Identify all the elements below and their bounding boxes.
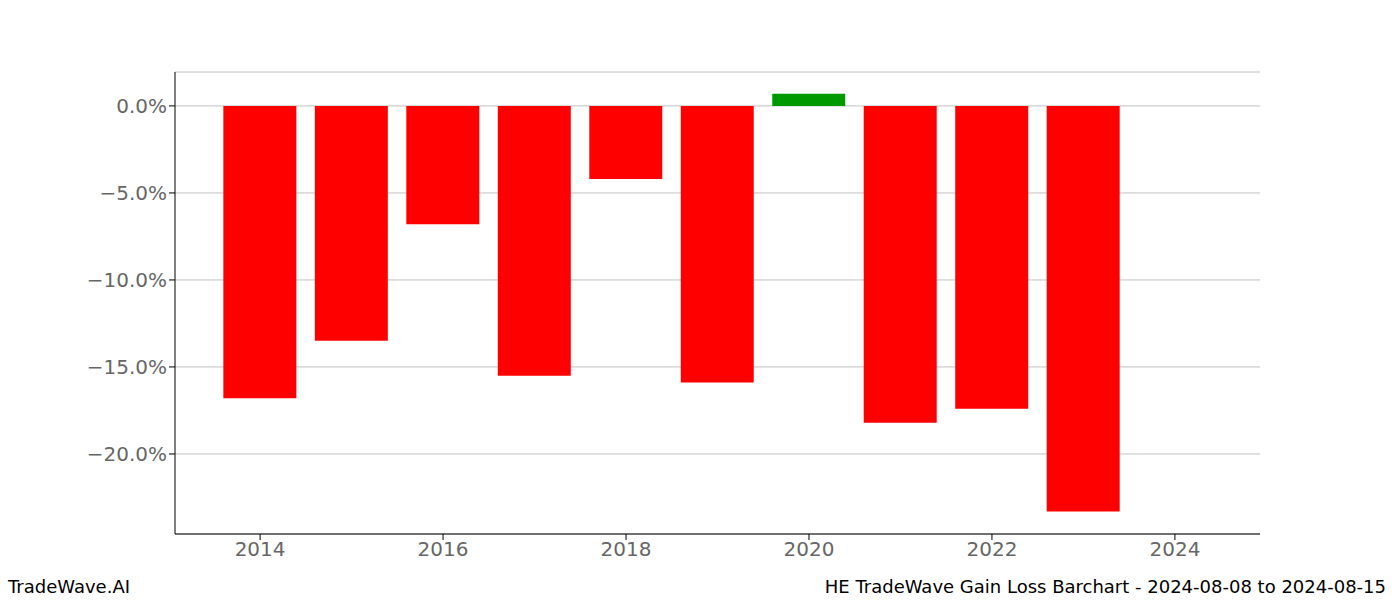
svg-text:−5.0%: −5.0% [99, 181, 167, 205]
svg-text:2020: 2020 [784, 537, 835, 561]
svg-text:2024: 2024 [1149, 537, 1200, 561]
svg-text:2022: 2022 [966, 537, 1017, 561]
html-text:TradeWave.AI: TradeWave.AI [8, 576, 130, 597]
svg-text:2014: 2014 [235, 537, 286, 561]
svg-text:−10.0%: −10.0% [87, 268, 167, 292]
html-text:HE TradeWave Gain Loss Barchar: HE TradeWave Gain Loss Barchart - 2024-0… [824, 576, 1386, 597]
svg-text:−15.0%: −15.0% [87, 355, 167, 379]
svg-text:0.0%: 0.0% [116, 94, 167, 118]
svg-text:2018: 2018 [601, 537, 652, 561]
svg-text:2016: 2016 [418, 537, 469, 561]
svg-text:−20.0%: −20.0% [87, 442, 167, 466]
